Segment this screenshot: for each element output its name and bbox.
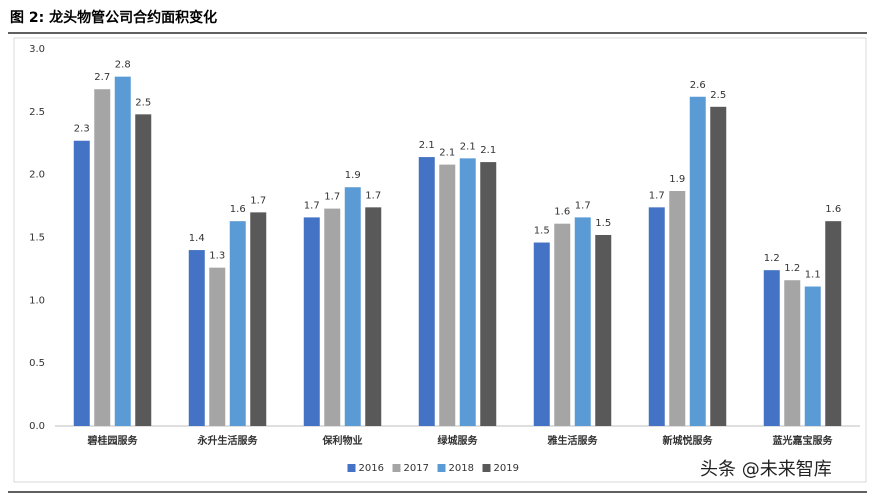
y-tick-label: 3.0: [29, 44, 45, 55]
y-tick-label: 0.0: [29, 421, 45, 432]
chart-frame: [13, 37, 867, 483]
bar: [480, 162, 497, 426]
value-label: 1.3: [209, 251, 225, 262]
value-label: 1.9: [669, 174, 685, 185]
value-label: 2.1: [460, 141, 476, 152]
legend-label: 2019: [494, 463, 519, 474]
value-label: 1.7: [649, 190, 665, 201]
x-tick-label: 绿城服务: [438, 434, 479, 447]
value-label: 1.2: [764, 253, 780, 264]
bar: [710, 106, 727, 426]
value-label: 2.3: [74, 124, 90, 135]
bar: [135, 114, 152, 426]
legend-label: 2016: [359, 463, 384, 474]
value-label: 1.5: [534, 226, 550, 237]
bar: [250, 212, 267, 426]
value-label: 1.2: [784, 263, 800, 274]
bar: [804, 286, 821, 426]
bar: [114, 76, 131, 426]
value-label: 2.1: [439, 148, 455, 159]
bar: [763, 270, 780, 426]
x-tick-label: 永升生活服务: [197, 434, 259, 447]
legend-swatch: [437, 464, 446, 472]
value-label: 1.6: [825, 204, 841, 215]
x-tick-label: 保利物业: [322, 434, 363, 447]
legend-swatch: [347, 464, 356, 472]
y-tick-label: 0.5: [29, 358, 45, 369]
bar: [439, 164, 456, 426]
bar: [365, 207, 382, 426]
legend-swatch: [392, 464, 401, 472]
value-label: 2.5: [135, 97, 151, 108]
value-label: 1.6: [230, 204, 246, 215]
legend-label: 2017: [404, 463, 429, 474]
value-label: 1.7: [365, 190, 381, 201]
value-label: 1.7: [304, 200, 320, 211]
watermark: 头条 @未来智库: [700, 459, 832, 480]
bar: [324, 208, 341, 426]
y-tick-label: 1.0: [29, 295, 45, 306]
chart-title: 图 2: 龙头物管公司合约面积变化: [10, 9, 217, 26]
bar: [669, 191, 686, 426]
bar: [595, 234, 612, 426]
value-label: 1.7: [250, 195, 266, 206]
y-tick-label: 1.5: [29, 233, 45, 244]
bar: [648, 207, 665, 426]
bar: [418, 157, 435, 426]
x-tick-label: 蓝光嘉宝服务: [773, 434, 834, 447]
bar: [209, 267, 226, 426]
value-label: 1.7: [575, 200, 591, 211]
legend-swatch: [482, 464, 491, 472]
bar: [73, 140, 90, 426]
value-label: 1.6: [554, 207, 570, 218]
bar: [229, 221, 246, 426]
bar: [344, 187, 361, 426]
value-label: 1.9: [345, 170, 361, 181]
value-label: 2.5: [710, 90, 726, 101]
bar: [784, 280, 801, 426]
x-tick-label: 雅生活服务: [548, 434, 599, 447]
bar: [188, 250, 205, 426]
bar: [574, 217, 591, 426]
value-label: 1.1: [805, 270, 821, 281]
bar: [554, 223, 571, 426]
legend-label: 2018: [449, 463, 474, 474]
value-label: 1.4: [189, 233, 205, 244]
value-label: 1.5: [595, 218, 611, 229]
value-label: 2.1: [419, 140, 435, 151]
value-label: 2.8: [115, 60, 131, 71]
value-label: 1.7: [324, 192, 340, 203]
bar: [459, 158, 476, 426]
x-tick-label: 新城悦服务: [663, 434, 714, 447]
value-label: 2.6: [690, 80, 706, 91]
value-label: 2.7: [94, 72, 110, 83]
y-tick-label: 2.5: [29, 107, 45, 118]
value-label: 2.1: [480, 145, 496, 156]
bar: [94, 89, 111, 427]
x-tick-label: 碧桂园服务: [87, 434, 139, 447]
bar: [533, 242, 550, 426]
y-tick-label: 2.0: [29, 170, 45, 181]
bar: [303, 217, 320, 426]
bar: [689, 96, 706, 427]
bar: [825, 221, 842, 426]
